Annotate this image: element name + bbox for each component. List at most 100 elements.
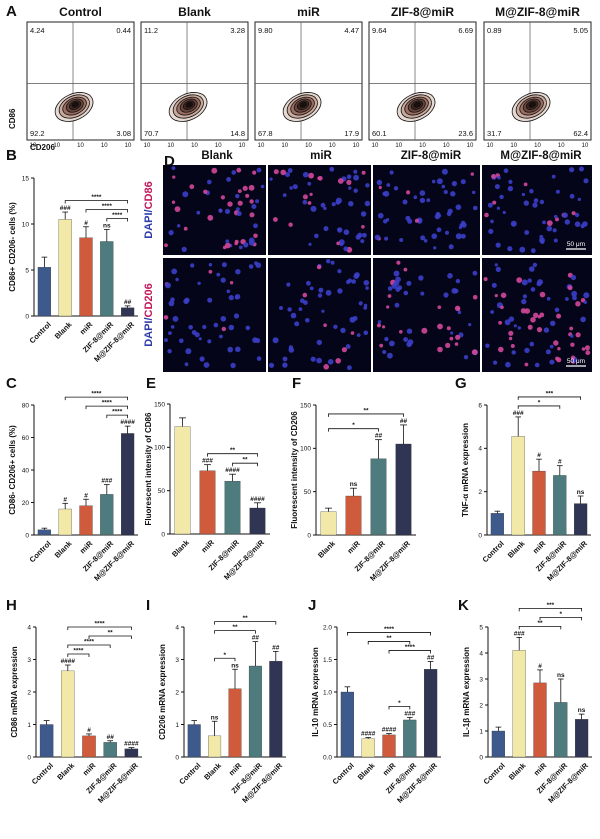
flow-xtick: 10 (395, 143, 402, 149)
cell (289, 186, 293, 190)
cell (361, 170, 366, 175)
cell (294, 321, 300, 327)
bracket-line (328, 428, 379, 432)
cell (382, 350, 387, 354)
flow-xtick: 10 (144, 143, 151, 149)
cell (327, 359, 334, 365)
bracket-line (232, 462, 258, 467)
cell (225, 239, 230, 244)
cell (179, 338, 184, 344)
flow-frame (368, 21, 477, 141)
y-tick-label: 0 (161, 531, 165, 538)
panel-label-a: A (6, 3, 17, 20)
bar-mir (79, 237, 93, 317)
bracket-line (214, 621, 277, 625)
y-axis-label: IL-1β mRNA expression (462, 647, 471, 737)
panel-label-k: K (458, 597, 469, 614)
cell (473, 205, 478, 211)
cell (302, 171, 309, 178)
bar-chart-k: K 0 1 2 3 4 5 IL-1β mRNA expression Control ### Bl… (458, 597, 592, 805)
cell (536, 327, 543, 333)
significance-bracket: * (539, 611, 582, 621)
flow-xtick: 10 (101, 143, 108, 149)
cell (377, 320, 382, 324)
cell (437, 305, 442, 310)
y-tick-label: 0 (479, 754, 483, 761)
flow-xtick: 10 (419, 143, 426, 149)
cell (273, 217, 278, 222)
cell (314, 233, 319, 239)
cell (530, 248, 536, 254)
quadrant-q2: 6.69 (458, 26, 473, 35)
bar-blank (208, 735, 222, 758)
cell (523, 200, 529, 206)
bar-m-zif-8-mir (121, 433, 135, 536)
cell (527, 324, 533, 330)
significance-mark: ## (400, 418, 408, 425)
panel-label-e: E (146, 375, 156, 392)
cell (331, 202, 336, 207)
cell (339, 242, 344, 247)
bracket-line (388, 650, 431, 654)
cell (216, 272, 221, 277)
quadrant-q3: 31.7 (487, 129, 502, 138)
cell (406, 190, 411, 195)
micrograph-tile (373, 258, 480, 372)
cell (285, 172, 290, 178)
y-tick-label: 1 (175, 722, 179, 729)
bar-chart-j: J 0.0 0.5 1.0 1.5 2.0 IL-10 mRNA expression Con… (308, 597, 441, 805)
cell (496, 206, 500, 210)
cell (436, 178, 443, 185)
cell (317, 293, 323, 298)
cell (500, 305, 504, 310)
cell (309, 192, 313, 196)
cell (175, 277, 179, 282)
bar-chart-c: C 0 20 40 60 80 CD86- CD206+ cells (%) Control #… (6, 375, 138, 583)
cell (249, 199, 254, 204)
bar-control (37, 529, 51, 536)
y-tick-label: 0 (27, 754, 31, 761)
cell (185, 348, 192, 355)
significance-bracket: * (214, 652, 236, 662)
cell (570, 355, 576, 360)
category-label: Control (331, 761, 356, 786)
cell (256, 356, 262, 361)
cell (337, 269, 342, 274)
flow-ylabel: CD86 (8, 108, 17, 129)
bracket-label: **** (405, 644, 416, 651)
category-label: Blank (170, 537, 191, 558)
cell (530, 317, 536, 323)
cell (386, 183, 391, 187)
cell (252, 170, 257, 175)
category-label: miR (199, 538, 216, 555)
cell (353, 169, 358, 174)
cell (323, 226, 329, 232)
panel-label-c: C (6, 375, 17, 392)
cell (448, 244, 454, 250)
bracket-line (85, 209, 128, 213)
cell (386, 305, 390, 309)
cell (529, 189, 534, 194)
cell (572, 295, 577, 301)
cell (379, 343, 384, 348)
cell (553, 340, 559, 346)
cell (208, 269, 213, 274)
bar-control (491, 730, 505, 758)
cell (343, 246, 349, 252)
cell (207, 214, 214, 221)
cell (346, 179, 352, 185)
cell (511, 350, 516, 355)
cell (378, 185, 382, 190)
flow-xtick: 10 (467, 143, 474, 149)
y-tick-label: 10 (22, 221, 30, 228)
cell (437, 346, 443, 353)
image-row-label: DAPI/CD86 (143, 181, 155, 238)
cell (364, 200, 371, 207)
significance-mark: ### (60, 205, 71, 212)
bar-m-zif-8-mir (575, 719, 589, 758)
bar-control (340, 691, 354, 758)
cell (348, 201, 354, 207)
cell (226, 177, 232, 182)
cell (376, 179, 383, 186)
